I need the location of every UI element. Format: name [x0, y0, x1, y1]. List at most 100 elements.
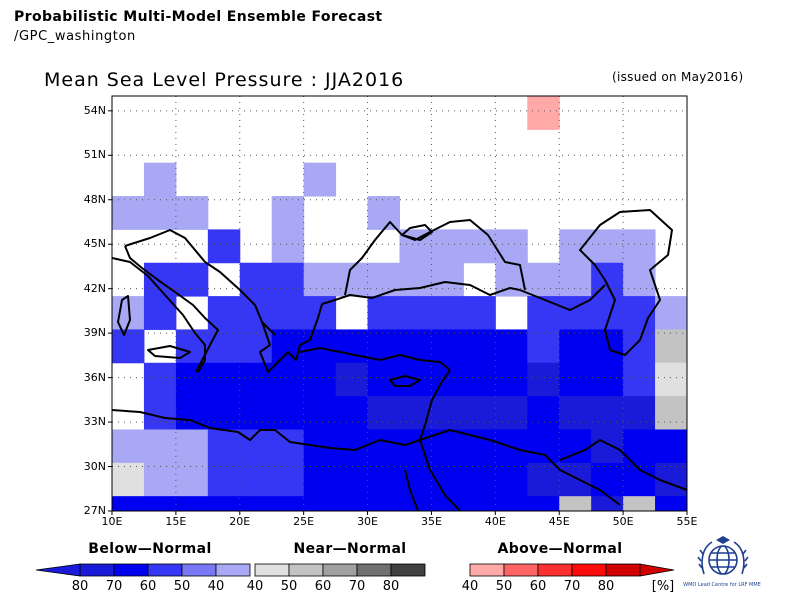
probability-cell: [271, 462, 305, 497]
probability-cell: [175, 262, 209, 297]
probability-cell: [591, 362, 624, 397]
legend-tick-label: 50: [495, 579, 513, 594]
coastlines: [112, 209, 687, 511]
probability-cell: [623, 329, 656, 364]
probability-cell: [271, 196, 305, 230]
probability-cell: [399, 396, 432, 430]
legend-tick-label: 40: [207, 579, 225, 594]
probability-cell: [783, 196, 800, 230]
probability-cell: [719, 429, 751, 463]
probability-cell: [175, 462, 209, 497]
probability-cell: [463, 396, 496, 430]
probability-cell: [623, 496, 656, 511]
probability-cell: [271, 362, 305, 397]
latitude-label: 48N: [83, 192, 106, 206]
probability-cell: [559, 329, 592, 364]
probability-cell: [495, 462, 528, 497]
probability-cell: [463, 462, 496, 497]
longitude-label: 35E: [420, 515, 442, 528]
probability-cell: [783, 429, 800, 463]
plot-title: Mean Sea Level Pressure : JJA2016: [44, 69, 405, 91]
probability-cell: [335, 496, 369, 511]
probability-cell: [463, 329, 496, 364]
legend-tick-label: 80: [71, 579, 89, 594]
latitude-label: 54N: [83, 103, 106, 117]
probability-cell: [751, 463, 783, 497]
probability-cell: [527, 96, 560, 130]
probability-cell: [271, 229, 305, 264]
probability-cell: [175, 496, 209, 511]
longitude-label: 40E: [484, 515, 506, 528]
probability-cell: [559, 362, 592, 397]
probability-cell: [367, 296, 400, 330]
probability-cell: [303, 496, 337, 511]
probability-cell: [207, 329, 241, 364]
probability-cell: [527, 396, 560, 430]
probability-cell: [783, 229, 800, 263]
probability-cell: [367, 462, 400, 497]
issued-date: (issued on May2016): [612, 70, 744, 84]
map-frame: [111, 95, 688, 512]
probability-cell: [783, 363, 800, 397]
probability-cell: [367, 362, 400, 397]
probability-cell: [527, 496, 560, 511]
legend-above-normal-title: Above—Normal: [497, 541, 623, 557]
probability-cell: [527, 429, 560, 464]
probability-cell: [367, 196, 400, 230]
legend-tick-label: 70: [348, 579, 366, 594]
legend-tick-label: 70: [105, 579, 123, 594]
probability-cell: [271, 396, 305, 430]
probability-cell: [591, 496, 624, 511]
probability-cell: [143, 496, 177, 511]
wmo-logo-icon: [697, 536, 749, 575]
probability-cell: [751, 196, 783, 230]
probability-cell: [463, 496, 496, 511]
probability-cell: [719, 396, 751, 430]
probability-cell: [687, 329, 719, 363]
probability-cell: [751, 396, 783, 430]
probability-cell: [687, 263, 719, 297]
probability-cell: [143, 162, 177, 197]
probability-cell: [687, 229, 719, 263]
legend-tick-label: 50: [280, 579, 298, 594]
legend-tick-label: 80: [382, 579, 400, 594]
legend-near-normal-title: Near—Normal: [293, 541, 407, 557]
probability-cell: [623, 362, 656, 397]
probability-cell: [367, 496, 400, 511]
latitude-label: 33N: [83, 415, 106, 429]
probability-cell: [655, 362, 687, 397]
probability-cell: [303, 462, 337, 497]
probability-cell: [399, 329, 432, 364]
legend-below-normal-title: Below—Normal: [88, 541, 212, 557]
probability-cell: [751, 296, 783, 330]
probability-cell: [495, 229, 528, 264]
probability-cell: [655, 496, 687, 511]
longitude-label: 15E: [165, 515, 187, 528]
probability-cell: [719, 263, 751, 297]
axis-ticks: [108, 110, 688, 515]
probability-cell: [303, 162, 337, 197]
probability-cell: [591, 429, 624, 464]
probability-cell: [143, 462, 177, 497]
probability-cell: [591, 396, 624, 430]
probability-cell: [623, 462, 656, 497]
probability-cell: [271, 296, 305, 330]
probability-cell: [367, 396, 400, 430]
probability-cell: [239, 262, 273, 297]
probability-cell: [112, 196, 145, 230]
probability-cell: [655, 296, 687, 330]
probability-cell: [207, 429, 241, 464]
probability-cell: [239, 462, 273, 497]
probability-cell: [495, 329, 528, 364]
probability-cell: [335, 362, 369, 397]
probability-cell: [495, 396, 528, 430]
probability-cell: [495, 362, 528, 397]
legend-tick-label: 60: [529, 579, 547, 594]
longitude-label: 55E: [676, 515, 698, 528]
probability-cell: [783, 129, 800, 163]
probability-cell: [559, 396, 592, 430]
probability-cell: [655, 429, 687, 464]
legend-tick-label: 80: [597, 579, 615, 594]
probability-cell: [239, 296, 273, 330]
probability-cell: [271, 262, 305, 297]
